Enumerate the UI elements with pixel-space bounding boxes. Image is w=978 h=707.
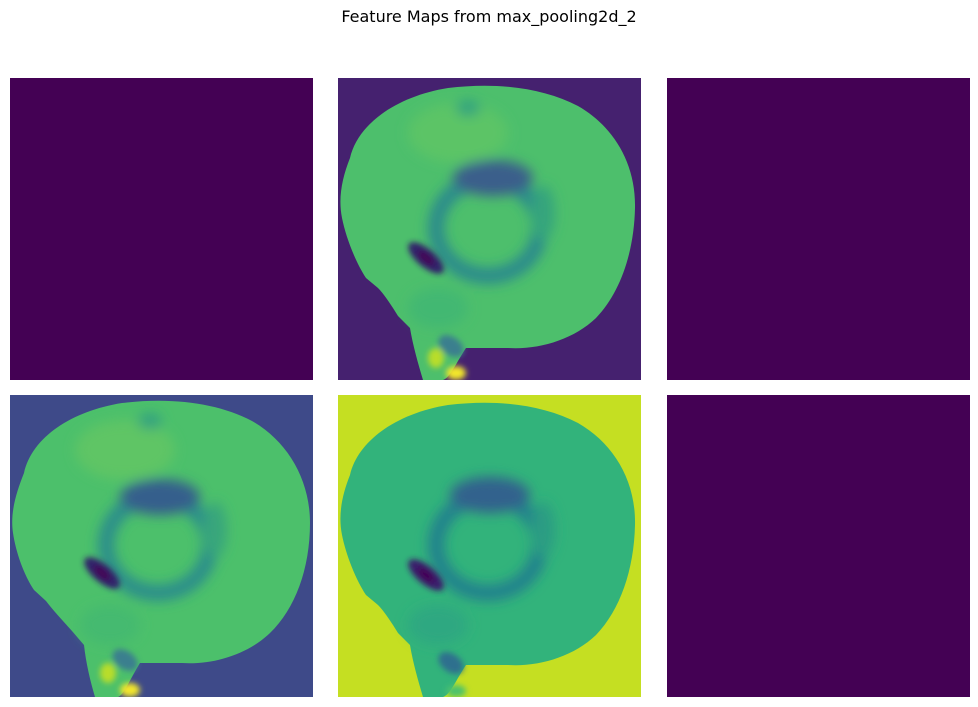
feature-map-6 bbox=[667, 395, 970, 697]
feature-map-6-background bbox=[667, 395, 970, 697]
figure-title: Feature Maps from max_pooling2d_2 bbox=[341, 7, 637, 26]
feature-map-1 bbox=[10, 78, 313, 380]
feature-map-5 bbox=[338, 395, 641, 697]
feature-map-3-background bbox=[667, 78, 970, 380]
feature-map-2 bbox=[338, 78, 641, 380]
feature-map-4 bbox=[10, 395, 313, 697]
feature-map-3 bbox=[667, 78, 970, 380]
feature-map-1-background bbox=[10, 78, 313, 380]
